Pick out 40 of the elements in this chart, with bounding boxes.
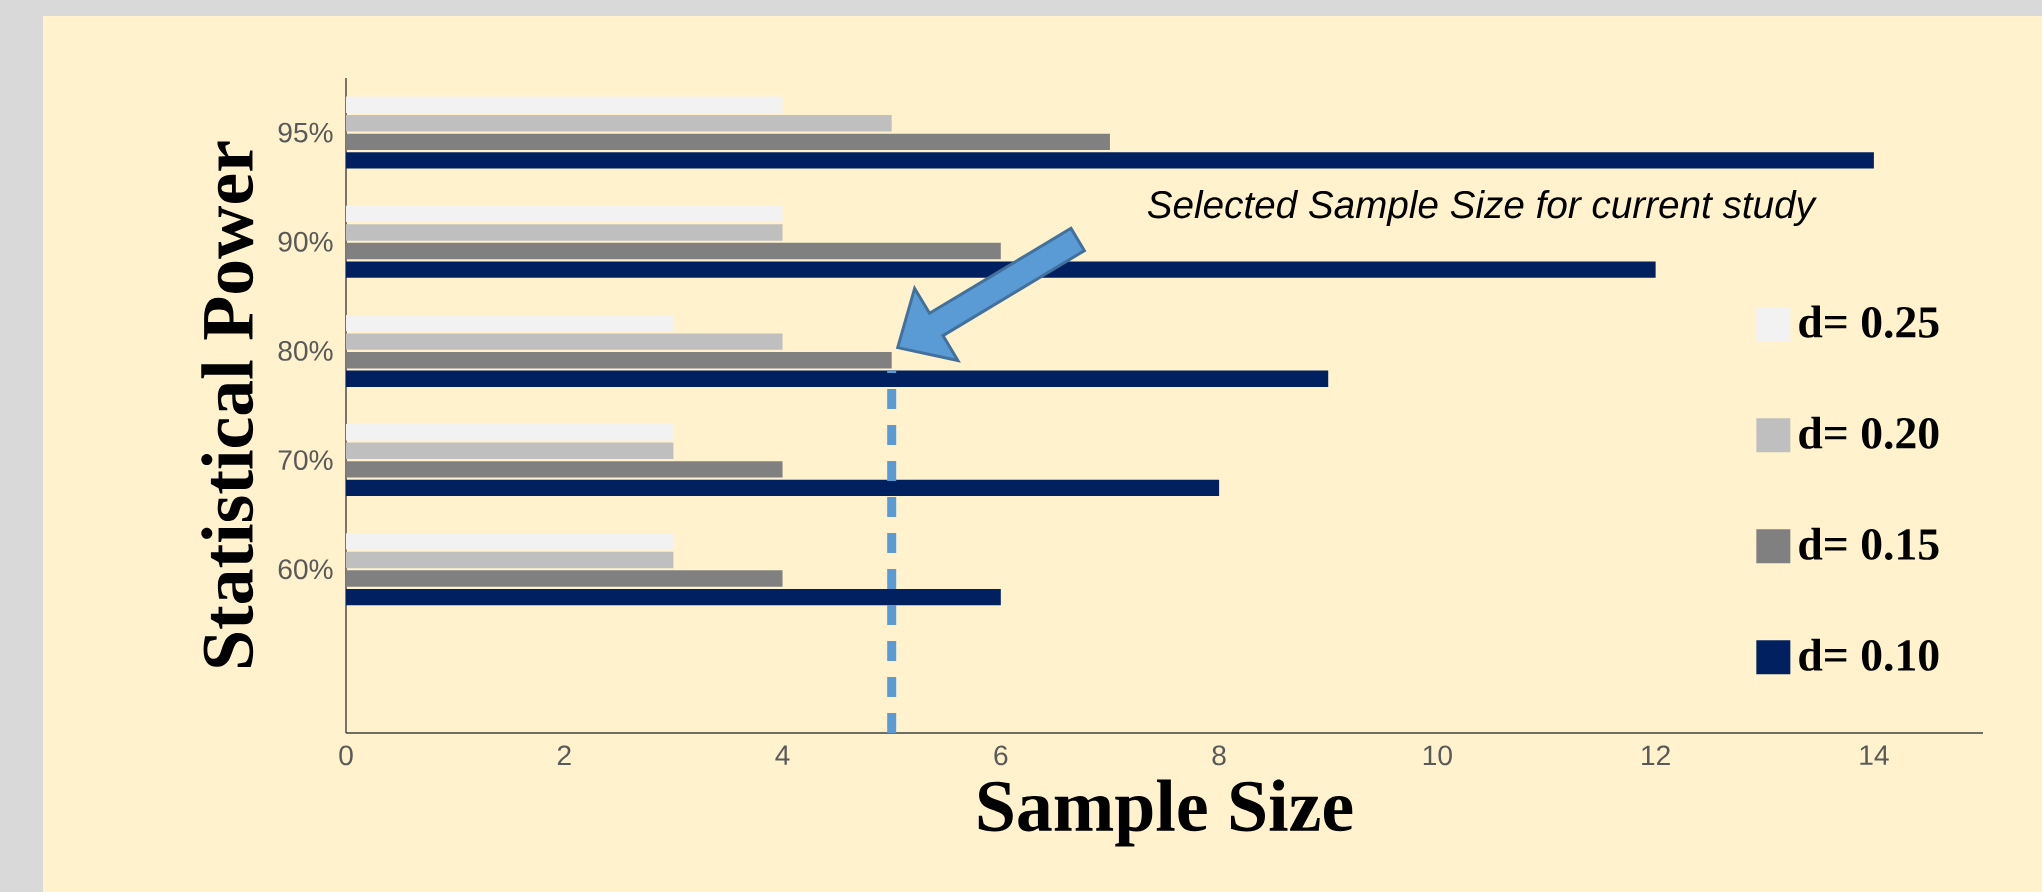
bar	[346, 461, 783, 478]
y-axis-title: Statistical Power	[201, 141, 254, 668]
bar	[346, 224, 783, 241]
annotation: Selected Sample Size for current study	[1147, 189, 1817, 226]
bar	[346, 588, 1001, 606]
x-tick-label: 6	[994, 745, 1008, 766]
legend-label: d= 0.25	[1799, 305, 1939, 338]
bar	[346, 242, 1001, 260]
y-tick-label: 95%	[278, 122, 333, 143]
bar	[346, 314, 674, 332]
legend-label: d= 0.15	[1799, 527, 1939, 561]
bar	[346, 352, 892, 369]
bar	[346, 570, 783, 587]
bar	[346, 533, 674, 550]
legend-label: d= 0.10	[1799, 638, 1939, 672]
x-tick-label: 0	[339, 745, 353, 766]
x-tick-label: 8	[1212, 745, 1226, 766]
bar	[346, 152, 1874, 169]
y-tick-label: 70%	[278, 450, 333, 471]
bar	[346, 115, 892, 132]
y-tick-label: 90%	[278, 231, 333, 252]
legend-label: d= 0.20	[1799, 416, 1939, 450]
bar	[346, 424, 674, 441]
bar	[346, 442, 674, 459]
bar	[346, 551, 674, 569]
x-tick-label: 12	[1642, 745, 1670, 766]
x-tick-label: 2	[557, 745, 571, 766]
x-axis-title: Sample Size	[978, 779, 1353, 847]
bar	[346, 96, 783, 113]
bar	[346, 333, 783, 350]
bar	[346, 205, 783, 223]
bar	[346, 261, 1656, 278]
y-tick-label: 80%	[278, 340, 333, 361]
bar	[346, 479, 1220, 497]
x-tick-label: 14	[1860, 745, 1889, 765]
x-tick-label: 10	[1423, 745, 1452, 766]
bar	[346, 370, 1329, 387]
bar	[346, 133, 1110, 151]
x-tick-label: 4	[775, 745, 790, 765]
y-tick-label: 60%	[278, 559, 333, 580]
